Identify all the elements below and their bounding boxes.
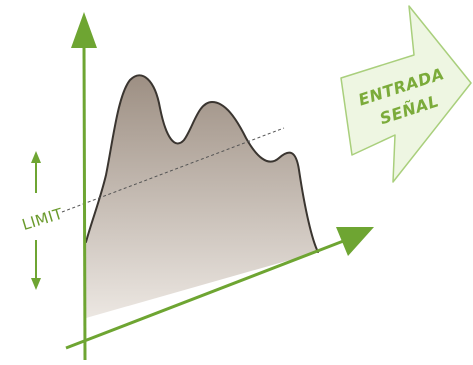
limit-label: LIMIT	[20, 204, 66, 234]
y-axis-arrowhead	[71, 12, 97, 48]
signal-waveform-area	[86, 75, 318, 319]
x-axis-arrowhead	[336, 227, 374, 256]
block-arrow-right-icon	[340, 5, 472, 183]
threshold-line	[61, 127, 285, 213]
signal-waveform-outline	[85, 74, 319, 253]
arrow-up-icon	[31, 151, 41, 193]
x-axis	[65, 238, 347, 350]
y-axis	[82, 43, 87, 361]
arrow-down-icon	[31, 240, 41, 290]
